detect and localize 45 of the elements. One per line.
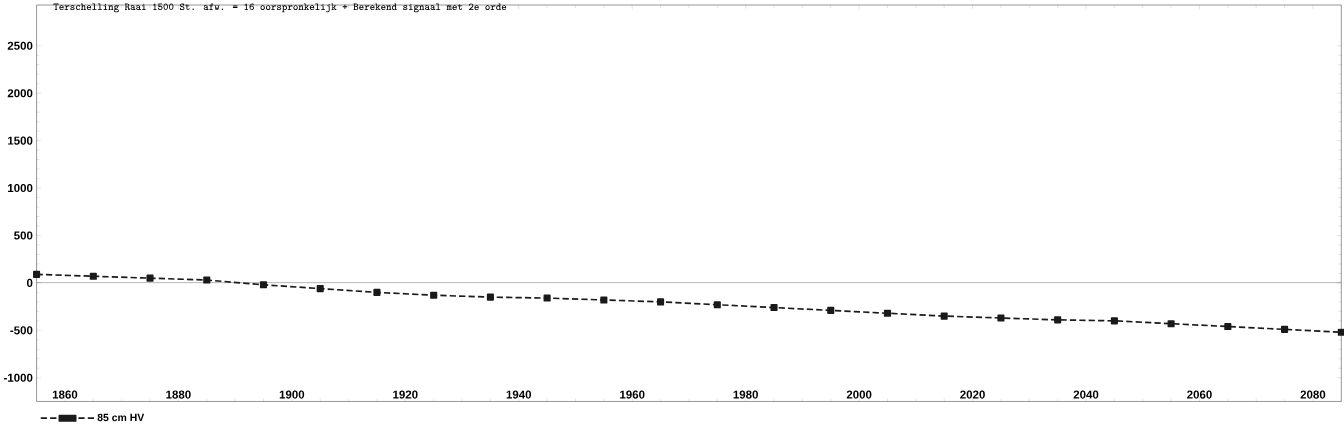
point [600,296,608,304]
point [89,272,97,280]
point [486,293,494,301]
x-tick-label: 1880 [166,390,191,399]
point [373,288,381,297]
point [259,281,268,289]
y-tick-label: 1500 [8,136,33,145]
x-tick-label: 1940 [506,390,532,399]
point [316,285,324,293]
point [430,291,438,299]
x-tick-label: 1960 [620,390,645,399]
x-tick-label: 1920 [393,390,418,399]
legend-label: 85 cm HV [97,413,145,422]
point [203,276,211,284]
point [1110,317,1118,325]
y-tick-label: 2000 [7,89,33,98]
y-tick-label: 1000 [8,184,33,193]
x-tick-label: 2000 [846,390,872,399]
point [997,314,1005,322]
point [1224,323,1232,331]
point [33,270,41,279]
point [713,301,721,309]
x-tick-label: 1900 [279,390,305,399]
x-tick-label: 2060 [1187,390,1212,399]
y-tick-label: 0 [26,278,33,288]
y-tick-label: -1000 [3,373,33,382]
y-tick-label: 2500 [7,41,33,50]
x-tick-label: 2040 [1073,390,1099,399]
x-tick-label: 1860 [52,390,78,399]
x-tick-label: 2080 [1300,390,1326,399]
point [146,274,154,282]
point [1281,325,1289,334]
point [883,309,892,317]
x-tick-label: 2020 [960,390,985,399]
point [940,312,948,320]
point [827,306,835,315]
point [543,294,551,302]
y-tick-label: 500 [14,231,33,240]
y-tick-label: -500 [10,326,33,335]
point [657,298,665,306]
point [1054,316,1062,324]
point [1167,320,1175,328]
x-tick-label: 1980 [733,390,758,399]
point [770,304,778,312]
chart-title: Terschelling Raai 1500 St. afw. = 16 oorspronkelijk + Berekend signaal met 2e orde [53,3,507,13]
